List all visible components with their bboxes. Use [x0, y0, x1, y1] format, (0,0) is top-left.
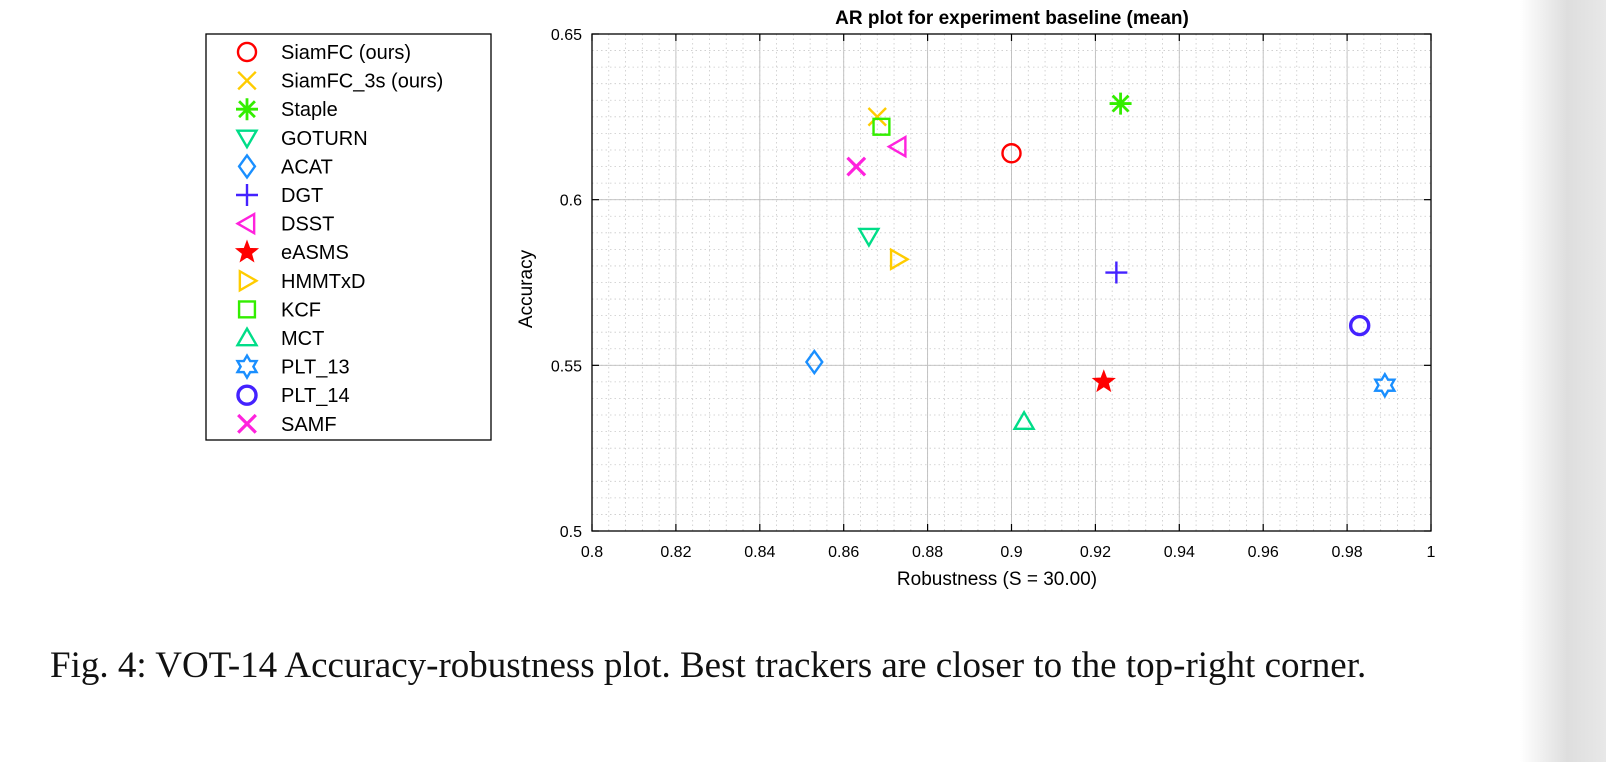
data-point-dgt — [1105, 261, 1128, 284]
figure-caption: Fig. 4: VOT-14 Accuracy-robustness plot.… — [50, 645, 1367, 686]
legend-marker — [236, 384, 258, 406]
legend-marker — [237, 300, 257, 319]
legend-box — [205, 33, 492, 441]
x-tick-label: 1 — [1427, 544, 1436, 561]
x-tick-label: 0.86 — [828, 544, 859, 561]
y-tick-label: 0.5 — [560, 524, 582, 541]
ar-plot-figure: AR plot for experiment baseline (mean) 0… — [205, 8, 1436, 590]
legend-entry: Staple — [236, 98, 338, 121]
data-point-goturn — [857, 227, 881, 248]
y-axis-label: Accuracy — [516, 249, 537, 328]
x-tick-label: 0.84 — [744, 544, 775, 561]
data-point-acat — [804, 348, 824, 376]
data-point-siamfc-3s-ours — [867, 107, 887, 127]
chart-title: AR plot for experiment baseline (mean) — [835, 8, 1189, 29]
x-tick-label: 0.88 — [912, 544, 943, 561]
legend-label: PLT_13 — [281, 357, 350, 379]
legend-entry: eASMS — [234, 239, 349, 264]
data-point-mct — [1012, 409, 1036, 431]
legend-marker — [237, 153, 257, 180]
x-tick-label: 0.9 — [1000, 544, 1022, 561]
legend-entry: KCF — [237, 299, 321, 321]
data-point-plt-13 — [1373, 371, 1397, 399]
legend-label: MCT — [281, 328, 324, 350]
data-point-dsst — [886, 135, 907, 159]
legend-label: HMMTxD — [281, 271, 365, 293]
data-points — [804, 92, 1397, 431]
major-grid — [591, 33, 1432, 532]
legend-label: PLT_14 — [281, 385, 350, 407]
legend-entry: DGT — [236, 184, 323, 207]
legend-entry: ACAT — [237, 153, 333, 180]
legend-entry: GOTURN — [235, 128, 368, 150]
legend-marker — [235, 353, 259, 380]
legend-entry: PLT_14 — [236, 384, 350, 407]
data-point-samf — [846, 156, 867, 177]
legend-label: Staple — [281, 99, 338, 121]
legend-marker — [238, 269, 259, 293]
legend-label: KCF — [281, 299, 321, 321]
legend-marker — [235, 129, 259, 150]
legend-entry: HMMTxD — [238, 269, 365, 293]
x-tick-label: 0.82 — [660, 544, 691, 561]
legend-label: ACAT — [281, 156, 333, 178]
data-point-plt-14 — [1348, 314, 1371, 337]
legend-entry: MCT — [235, 326, 324, 350]
x-tick-label: 0.8 — [581, 544, 603, 561]
data-point-easms — [1091, 369, 1116, 393]
data-point-siamfc-ours — [1001, 143, 1022, 164]
legend-entry: DSST — [235, 211, 334, 236]
data-point-kcf — [872, 117, 891, 136]
data-point-staple — [1109, 92, 1132, 115]
legend-marker — [237, 413, 257, 434]
data-point-hmmtxd — [889, 247, 910, 271]
legend-marker — [235, 326, 259, 347]
legend-marker — [234, 239, 260, 263]
legend-marker — [237, 70, 257, 91]
legend-label: SiamFC_3s (ours) — [281, 71, 443, 93]
x-tick-labels: 0.8 0.82 0.84 0.86 0.88 0.9 0.92 0.94 0.96 0.98 1 — [581, 544, 1436, 561]
legend-label: DGT — [281, 185, 323, 207]
legend-marker — [236, 41, 258, 63]
legend-marker — [236, 184, 258, 206]
x-tick-label: 0.94 — [1164, 544, 1195, 561]
y-tick-label: 0.6 — [560, 193, 582, 210]
legend-label: SiamFC (ours) — [281, 42, 411, 64]
axis-ticks — [591, 33, 1432, 532]
legend-entry: SiamFC_3s (ours) — [237, 70, 443, 93]
x-tick-label: 0.92 — [1080, 544, 1111, 561]
y-tick-label: 0.65 — [551, 27, 582, 44]
y-tick-labels: 0.5 0.55 0.6 0.65 — [551, 27, 582, 541]
legend-entry: SAMF — [237, 413, 337, 436]
legend-label: SAMF — [281, 414, 337, 436]
legend-entry: PLT_13 — [235, 353, 350, 380]
legend: SiamFC (ours) SiamFC_3s (ours) Staple GOTUR… — [234, 41, 443, 436]
legend-label: DSST — [281, 214, 334, 236]
x-tick-label: 0.96 — [1248, 544, 1279, 561]
x-tick-label: 0.98 — [1332, 544, 1363, 561]
x-axis-label: Robustness (S = 30.00) — [897, 569, 1097, 590]
legend-entry: SiamFC (ours) — [236, 41, 411, 64]
y-tick-label: 0.55 — [551, 358, 582, 375]
legend-marker — [235, 211, 256, 236]
legend-marker — [236, 98, 258, 121]
page-edge-shadow — [1520, 0, 1606, 762]
legend-label: eASMS — [281, 242, 349, 264]
legend-label: GOTURN — [281, 128, 368, 150]
